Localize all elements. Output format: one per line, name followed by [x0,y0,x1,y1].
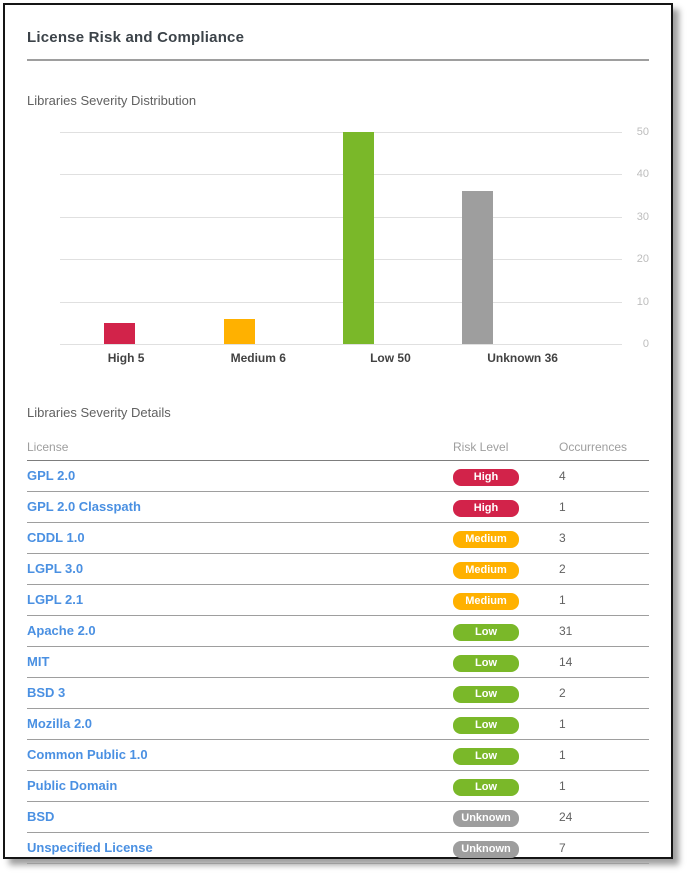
table-row: Unspecified License Unknown 7 [27,833,649,864]
y-axis-tick-label: 20 [636,253,649,266]
license-link[interactable]: Mozilla 2.0 [27,716,93,731]
table-row: LGPL 3.0 Medium 2 [27,554,649,585]
occurrences-value: 1 [559,779,566,793]
risk-level-badge: Medium [453,561,519,579]
occurrences-value: 14 [559,655,573,669]
occurrences-value: 4 [559,469,566,483]
column-header-license: License [27,440,69,454]
chart-gridline [60,259,622,261]
x-axis-label-medium: Medium 6 [230,351,286,365]
chart-gridline [60,174,622,176]
bar-slot [179,132,298,344]
chart-gridline [60,301,622,303]
column-header-occurrences: Occurrences [559,440,628,454]
title-divider [27,59,649,61]
bar-slot [418,132,537,344]
chart-bars [60,132,538,344]
table-row: BSD 3 Low 2 [27,678,649,709]
chart-plot: 0 10 20 30 40 50 [60,126,649,350]
risk-level-badge: Low [453,747,519,765]
risk-level-badge: High [453,468,519,486]
license-link[interactable]: Unspecified License [27,840,153,855]
x-axis-label-low: Low 50 [370,351,411,365]
x-axis-label-unknown: Unknown 36 [487,351,558,365]
chart-gridline [60,132,622,133]
severity-distribution-section: Libraries Severity Distribution 0 10 20 … [27,93,649,365]
risk-level-badge: High [453,499,519,517]
bar-slot [299,132,418,344]
license-link[interactable]: BSD [27,809,55,824]
risk-level-badge: Low [453,716,519,734]
table-header-row: License Risk Level Occurrences [27,434,649,461]
chart-x-labels: High 5 Medium 6 Low 50 Unknown 36 [60,351,589,365]
bar-high [104,322,136,344]
chart-gridline [60,216,622,218]
table-title: Libraries Severity Details [27,405,171,420]
bar-unknown [462,191,494,344]
license-link[interactable]: MIT [27,654,50,669]
table-row: CDDL 1.0 Medium 3 [27,523,649,554]
risk-level-badge: Low [453,654,519,672]
table-row: Mozilla 2.0 Low 1 [27,709,649,740]
y-axis-tick-label: 40 [636,168,649,181]
table-row: BSD Unknown 24 [27,802,649,833]
license-link[interactable]: Apache 2.0 [27,623,96,638]
occurrences-value: 2 [559,686,566,700]
table-row: LGPL 2.1 Medium 1 [27,585,649,616]
severity-table: License Risk Level Occurrences GPL 2.0 H… [27,434,649,864]
occurrences-value: 3 [559,531,566,545]
table-row: Common Public 1.0 Low 1 [27,740,649,771]
risk-level-badge: Low [453,685,519,703]
license-link[interactable]: LGPL 3.0 [27,561,84,576]
table-row: Apache 2.0 Low 31 [27,616,649,647]
occurrences-value: 24 [559,810,573,824]
license-link[interactable]: CDDL 1.0 [27,530,85,545]
bar-slot [60,132,179,344]
page-title: License Risk and Compliance [27,29,245,46]
license-link[interactable]: Common Public 1.0 [27,747,148,762]
occurrences-value: 1 [559,593,566,607]
severity-details-section: Libraries Severity Details License Risk … [27,405,649,864]
occurrences-value: 1 [559,748,566,762]
bar-medium [223,318,255,344]
table-body: GPL 2.0 High 4 GPL 2.0 Classpath High 1 … [27,461,649,864]
risk-level-badge: Medium [453,592,519,610]
table-row: MIT Low 14 [27,647,649,678]
chart-title: Libraries Severity Distribution [27,93,197,108]
occurrences-value: 1 [559,717,566,731]
license-link[interactable]: BSD 3 [27,685,66,700]
occurrences-value: 7 [559,841,566,855]
x-axis-label-high: High 5 [107,351,145,365]
y-axis-tick-label: 10 [636,295,649,308]
license-link[interactable]: GPL 2.0 Classpath [27,499,141,514]
license-link[interactable]: LGPL 2.1 [27,592,84,607]
y-axis-tick-label: 30 [636,210,649,223]
table-row: GPL 2.0 High 4 [27,461,649,492]
risk-level-badge: Low [453,623,519,641]
risk-level-badge: Unknown [453,840,519,858]
table-row: Public Domain Low 1 [27,771,649,802]
risk-level-badge: Low [453,778,519,796]
column-header-risk-level: Risk Level [453,440,509,454]
occurrences-value: 1 [559,500,566,514]
license-link[interactable]: GPL 2.0 [27,468,76,483]
occurrences-value: 31 [559,624,573,638]
y-axis-tick-label: 50 [636,126,649,138]
risk-level-badge: Unknown [453,809,519,827]
bar-low [343,132,375,344]
report-page: License Risk and Compliance Libraries Se… [3,3,673,864]
table-row: GPL 2.0 Classpath High 1 [27,492,649,523]
chart-gridline [60,344,622,345]
occurrences-value: 2 [559,562,566,576]
risk-level-badge: Medium [453,530,519,548]
severity-bar-chart: 0 10 20 30 40 50 High 5 Medium 6 Low 50 Unk… [27,126,649,365]
y-axis-tick-label: 0 [642,338,649,350]
license-link[interactable]: Public Domain [27,778,118,793]
